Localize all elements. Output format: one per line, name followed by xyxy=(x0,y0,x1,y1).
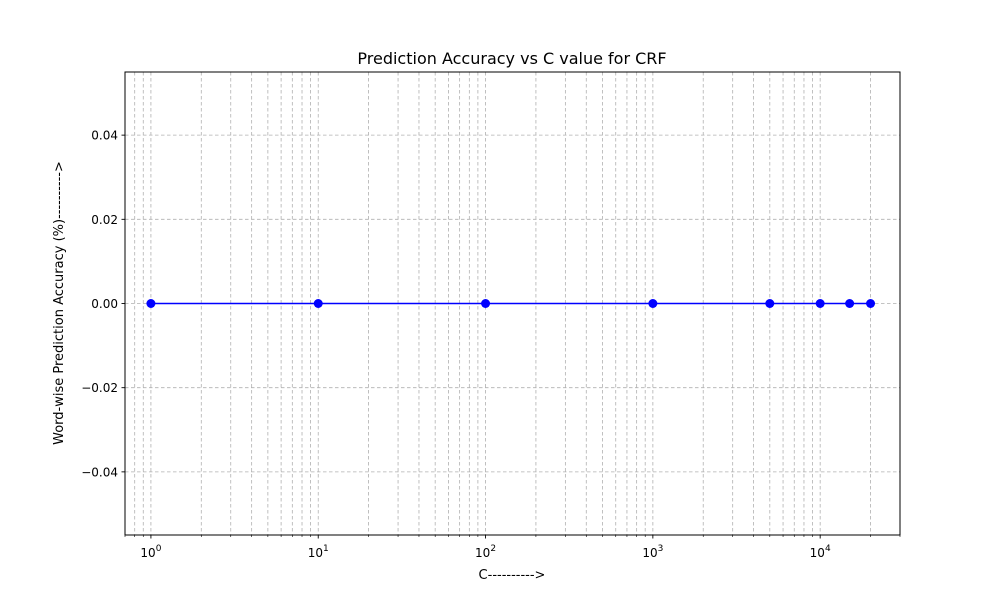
data-point xyxy=(313,299,323,308)
x-tick-label: 102 xyxy=(475,544,496,560)
data-point xyxy=(481,299,491,308)
data-point xyxy=(765,299,775,308)
y-tick-label: −0.02 xyxy=(81,381,118,395)
data-point xyxy=(815,299,825,308)
y-tick-label: 0.00 xyxy=(91,297,118,311)
x-tick-label: 104 xyxy=(810,544,831,560)
y-tick-label: 0.02 xyxy=(91,213,118,227)
tick-layer: −0.04 −0.02 0.00 0.02 0.04 100 101 102 103 104 xyxy=(81,129,901,560)
chart-title: Prediction Accuracy vs C value for CRF xyxy=(357,49,666,68)
y-axis-label: Word-wise Prediction Accuracy (%)-------… xyxy=(52,161,67,445)
y-tick-label: −0.04 xyxy=(81,465,118,479)
y-tick-label: 0.04 xyxy=(91,129,118,143)
x-tick-label: 103 xyxy=(642,544,663,560)
data-point xyxy=(648,299,658,308)
x-tick-label: 100 xyxy=(140,544,161,560)
x-tick-label: 101 xyxy=(308,544,329,560)
data-point xyxy=(845,299,855,308)
series-layer xyxy=(146,299,876,308)
data-point xyxy=(146,299,156,308)
data-point xyxy=(866,299,876,308)
x-axis-label: C----------> xyxy=(479,568,546,583)
